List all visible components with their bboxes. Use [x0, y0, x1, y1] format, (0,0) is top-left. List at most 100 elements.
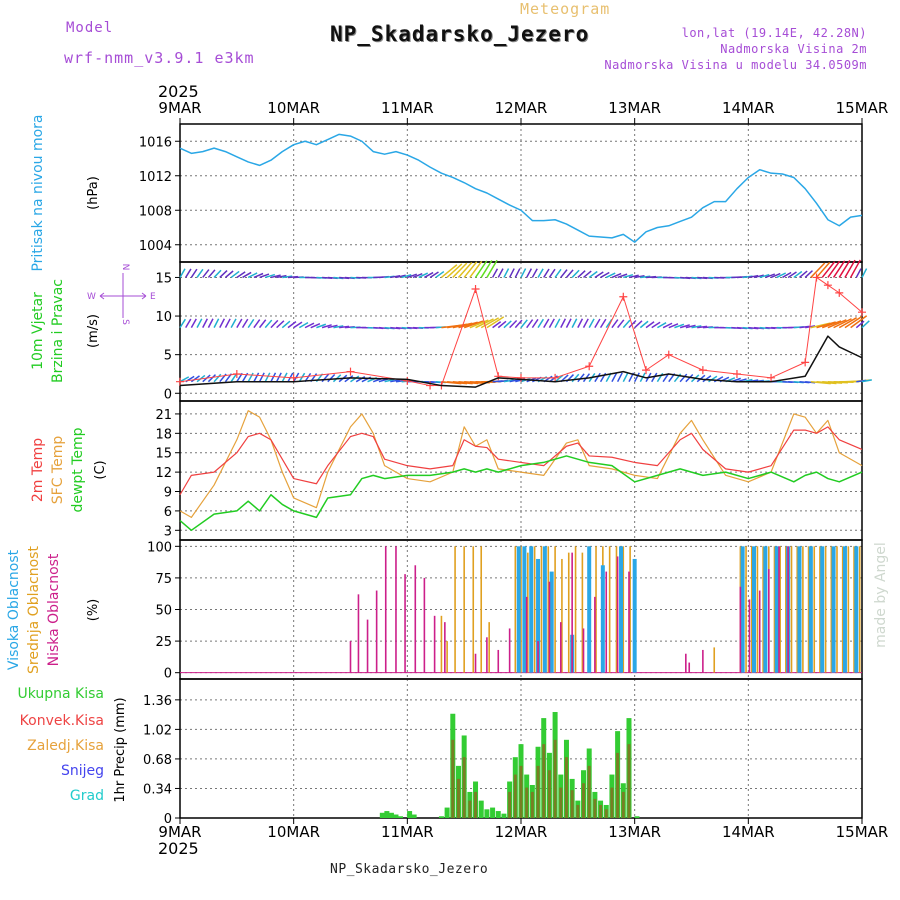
- wind-arrow: [469, 319, 489, 329]
- bottom-axis-label: 10MAR: [267, 823, 320, 841]
- footer-station: NP_Skadarsko_Jezero: [330, 862, 489, 877]
- bottom-axis-label: 14MAR: [722, 823, 775, 841]
- wind-arrow: [776, 272, 787, 279]
- wind-arrow: [588, 270, 598, 279]
- wind-arrow: [486, 259, 498, 278]
- wind-arrow: [514, 319, 523, 329]
- wind-gust-marker: [732, 369, 741, 378]
- mid-cloud-bar: [480, 546, 483, 673]
- high-cloud-bar: [740, 546, 745, 673]
- mid-cloud-bar: [446, 641, 448, 673]
- wind-gust-marker: [664, 350, 673, 359]
- total-precip-bar: [438, 816, 444, 818]
- conv-precip-bar: [616, 752, 620, 818]
- wind-gust-marker: [551, 373, 560, 382]
- wind-gust-marker: [619, 292, 628, 301]
- cloud-unit: (%): [86, 599, 101, 622]
- high-cloud-bar: [842, 546, 847, 673]
- wind-gust-marker: [698, 366, 707, 375]
- conv-precip-bar: [530, 791, 534, 818]
- mid-cloud-bar: [615, 546, 618, 673]
- wind-arrow: [599, 318, 607, 329]
- wind-arrow: [623, 273, 634, 279]
- wind-arrow: [321, 373, 330, 383]
- y-tick-label: 0: [164, 667, 172, 682]
- wind-gust-marker: [801, 358, 810, 367]
- wind-arrow: [384, 378, 395, 383]
- sfc-temp-line: [179, 410, 863, 518]
- low-cloud-bar: [582, 628, 585, 673]
- wind-arrow: [639, 320, 649, 329]
- conv-precip-bar: [513, 774, 517, 818]
- wind-gust-marker: [858, 308, 866, 317]
- bottom-axis-year: 2025: [158, 839, 199, 858]
- wind-arrow: [390, 275, 401, 279]
- wind-arrow: [213, 373, 222, 383]
- wind-arrow: [594, 372, 601, 383]
- mid-cloud-bar: [847, 546, 850, 673]
- conv-precip-bar: [451, 739, 455, 818]
- mid-cloud-bar: [779, 546, 781, 673]
- wind-arrow: [582, 318, 589, 328]
- wind-arrow: [787, 271, 797, 279]
- y-tick-label: 5: [164, 349, 172, 364]
- low-cloud-bar: [349, 641, 352, 673]
- mid-cloud-bar: [514, 546, 517, 673]
- precip-legend-2: Zaledj.Kisa: [27, 738, 104, 754]
- elevation-label: Nadmorska Visina 2m: [720, 42, 867, 56]
- wind-arrow: [253, 319, 261, 329]
- mid-cloud-bar: [581, 552, 584, 673]
- wind-arrow: [577, 318, 584, 328]
- wind-arrow: [339, 325, 350, 329]
- model-name: wrf-nmm_v3.9.1 e3km: [64, 49, 255, 67]
- wind-arrow: [531, 318, 539, 329]
- wind-arrow: [844, 259, 856, 278]
- y-tick-label: 3: [164, 524, 172, 539]
- wind-arrow: [321, 324, 332, 329]
- high-cloud-bar: [808, 546, 813, 673]
- high-cloud-bar: [529, 546, 534, 673]
- total-precip-bar: [484, 809, 490, 818]
- wind-arrow: [253, 272, 264, 279]
- low-cloud-bar: [395, 546, 397, 673]
- wind-arrow: [258, 319, 267, 329]
- wind-arrow: [241, 318, 249, 329]
- mid-cloud-bar: [595, 546, 597, 673]
- temp-unit: (C): [93, 460, 108, 479]
- conv-precip-bar: [604, 809, 608, 818]
- wind-arrow: [298, 321, 309, 329]
- wind-arrow: [276, 274, 287, 279]
- wind-arrow: [446, 263, 463, 278]
- total-precip-bar: [379, 812, 385, 818]
- wind-arrow: [429, 271, 439, 279]
- conv-precip-bar: [593, 798, 597, 818]
- wind-arrow: [617, 319, 625, 329]
- conv-precip-bar: [627, 744, 631, 818]
- wind-arrow: [293, 321, 303, 329]
- y-tick-label: 12: [155, 466, 172, 481]
- pressure-line: [179, 133, 863, 243]
- lonlat-label: lon,lat (19.14E, 42.28N): [681, 26, 867, 40]
- wind-arrow: [838, 260, 851, 278]
- wind-arrow: [196, 268, 204, 278]
- mid-cloud-bar: [440, 615, 443, 673]
- compass-cross: [99, 273, 147, 318]
- mid-cloud-bar: [841, 546, 844, 673]
- wind-axis-title-2: Brzina i Pravac: [50, 279, 66, 383]
- wind-arrow: [264, 372, 271, 383]
- low-cloud-bar: [537, 641, 539, 673]
- wind-arrow: [691, 325, 702, 329]
- wind-arrow: [679, 324, 690, 329]
- wind-arrow: [179, 268, 186, 278]
- wind-gust-marker: [346, 367, 355, 376]
- precip-legend-4: Grad: [70, 788, 104, 804]
- low-cloud-bar: [384, 546, 387, 673]
- 2m-temp-line: [179, 426, 863, 496]
- wind-arrow: [190, 318, 197, 329]
- wind-arrow: [287, 321, 297, 329]
- wind-arrow: [202, 318, 209, 328]
- y-tick-label: 0: [164, 812, 172, 827]
- high-cloud-bar: [549, 571, 554, 673]
- mid-cloud-bar: [713, 647, 716, 673]
- wind-arrow: [276, 320, 285, 329]
